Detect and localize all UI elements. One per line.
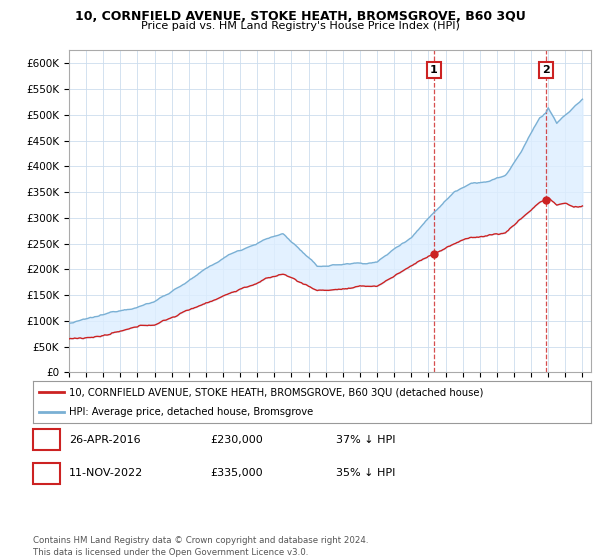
Text: Price paid vs. HM Land Registry's House Price Index (HPI): Price paid vs. HM Land Registry's House … xyxy=(140,21,460,31)
Text: HPI: Average price, detached house, Bromsgrove: HPI: Average price, detached house, Brom… xyxy=(69,407,314,417)
Text: 10, CORNFIELD AVENUE, STOKE HEATH, BROMSGROVE, B60 3QU: 10, CORNFIELD AVENUE, STOKE HEATH, BROMS… xyxy=(74,10,526,23)
Text: 10, CORNFIELD AVENUE, STOKE HEATH, BROMSGROVE, B60 3QU (detached house): 10, CORNFIELD AVENUE, STOKE HEATH, BROMS… xyxy=(69,387,484,397)
Text: 35% ↓ HPI: 35% ↓ HPI xyxy=(336,468,395,478)
Text: Contains HM Land Registry data © Crown copyright and database right 2024.
This d: Contains HM Land Registry data © Crown c… xyxy=(33,536,368,557)
Text: 37% ↓ HPI: 37% ↓ HPI xyxy=(336,435,395,445)
Text: 1: 1 xyxy=(430,65,438,75)
Text: £230,000: £230,000 xyxy=(210,435,263,445)
Text: 11-NOV-2022: 11-NOV-2022 xyxy=(69,468,143,478)
Text: 26-APR-2016: 26-APR-2016 xyxy=(69,435,140,445)
Text: £335,000: £335,000 xyxy=(210,468,263,478)
Text: 1: 1 xyxy=(43,435,50,445)
Text: 2: 2 xyxy=(43,468,50,478)
Text: 2: 2 xyxy=(542,65,550,75)
